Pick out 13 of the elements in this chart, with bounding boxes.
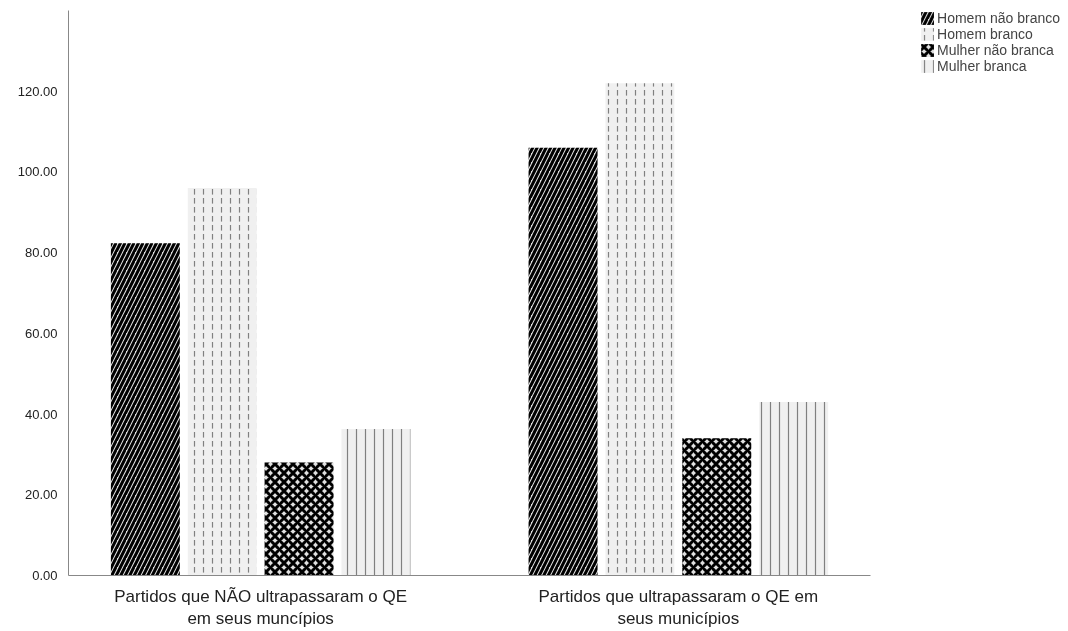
- x-tick-label: Partidos que NÃO ultrapassaram o QE em seus muncípios: [114, 586, 408, 629]
- y-tick-label: 40.00: [24, 406, 58, 422]
- y-tick-label: 60.00: [24, 325, 58, 341]
- legend-label: Mulher branca: [937, 58, 1027, 74]
- x-tick-label: Partidos que ultrapassaram o QE em seus municípios: [538, 586, 819, 629]
- y-tick-label: 100.00: [17, 164, 58, 180]
- legend-label: Homem branco: [937, 26, 1033, 42]
- y-tick-label: 0.00: [32, 568, 58, 583]
- legend-label: Homem não branco: [937, 10, 1060, 26]
- y-tick-label: 20.00: [24, 487, 58, 503]
- y-tick-label: 80.00: [24, 245, 58, 261]
- y-tick-label: 120.00: [17, 83, 58, 99]
- legend-label: Mulher não branca: [937, 42, 1054, 58]
